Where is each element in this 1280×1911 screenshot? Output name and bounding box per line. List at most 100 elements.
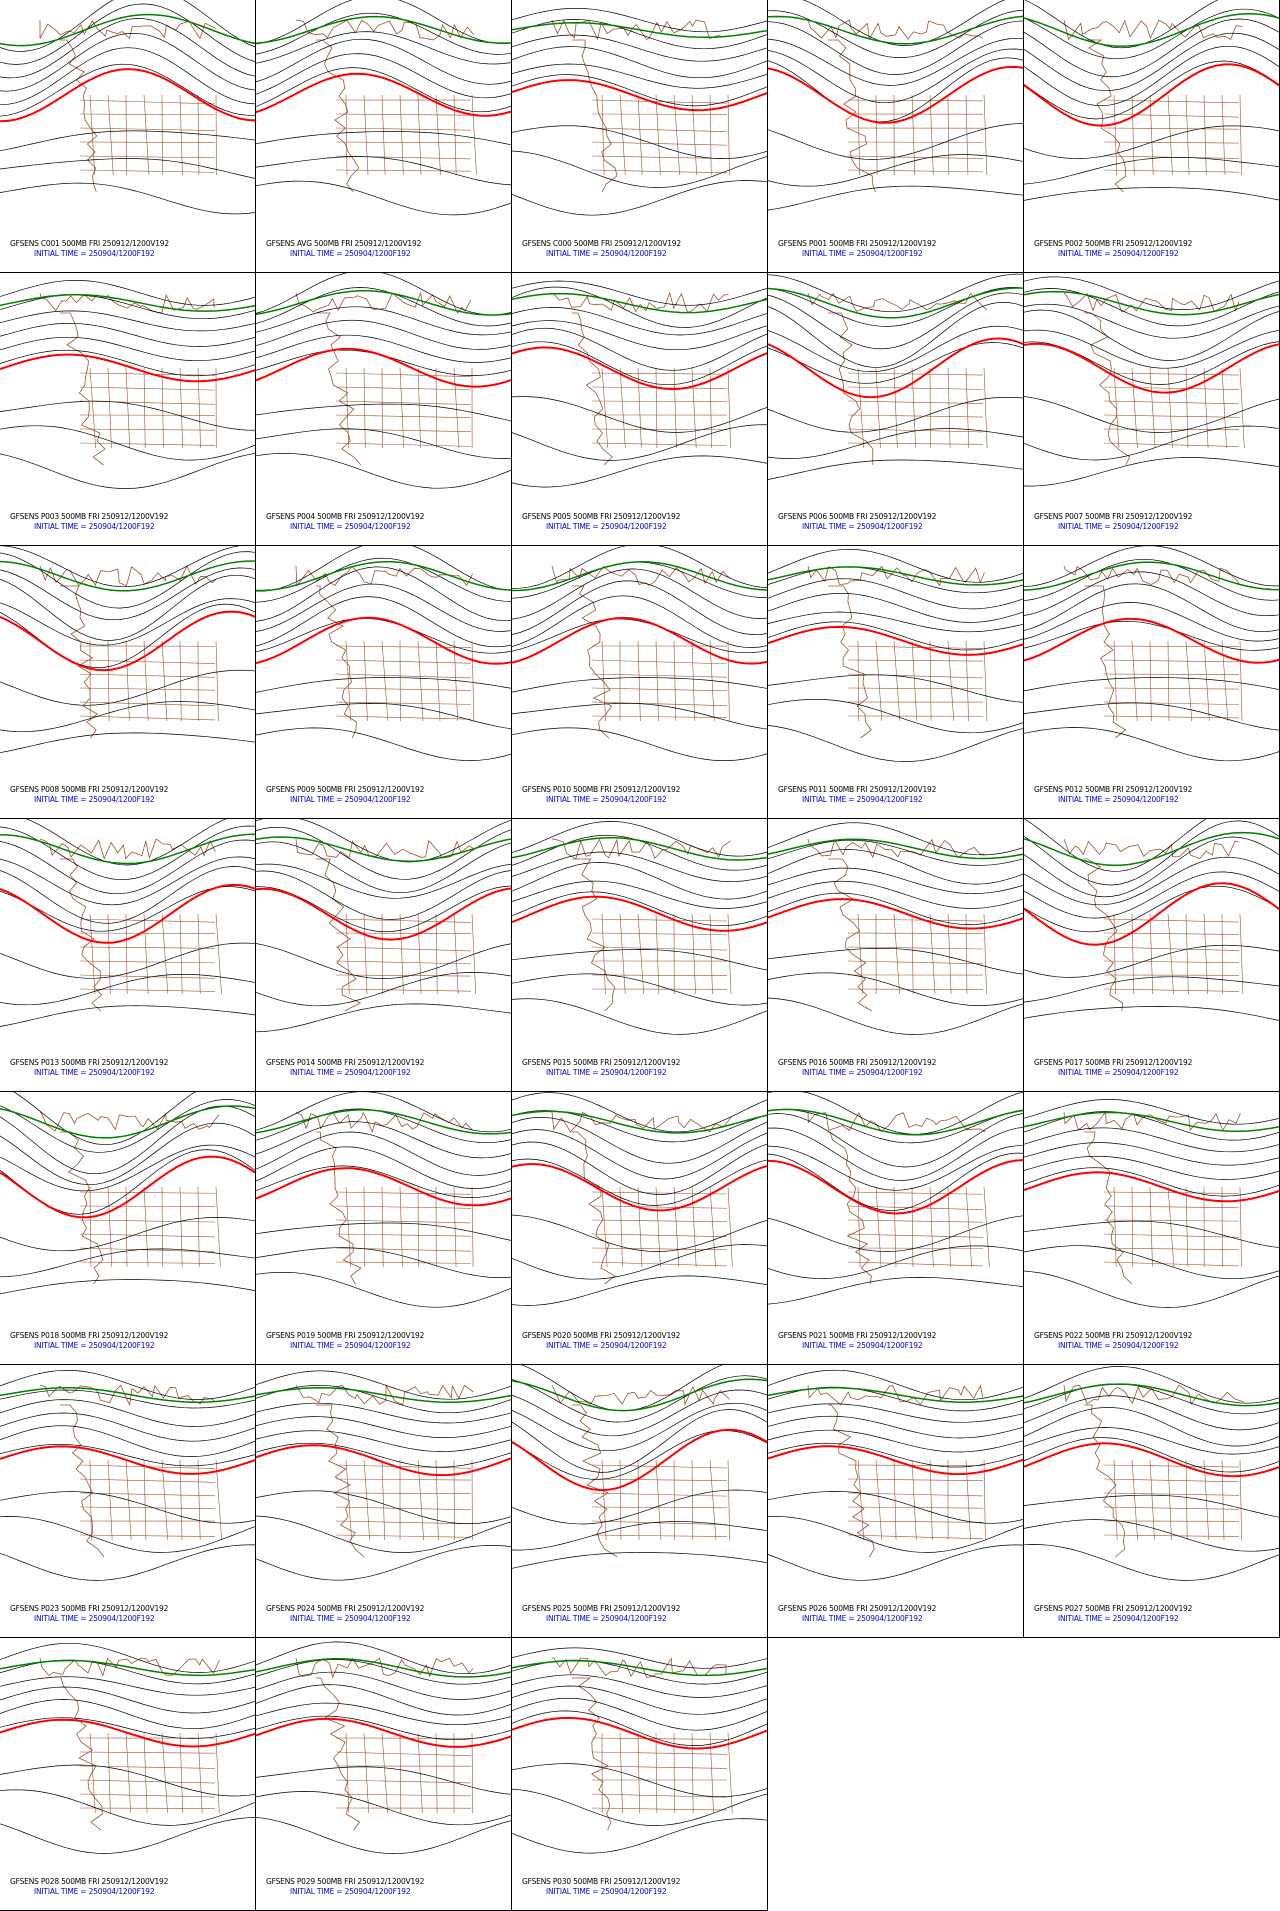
panel-init-time: INITIAL TIME = 250904/1200F192 bbox=[802, 1068, 923, 1077]
contour-576 bbox=[512, 895, 767, 932]
panel-title: GFSENS P017 500MB FRI 250912/1200V192 bbox=[1034, 1058, 1193, 1067]
border bbox=[857, 367, 864, 449]
border bbox=[79, 918, 216, 923]
map bbox=[768, 1092, 1023, 1305]
panel-title: GFSENS P025 500MB FRI 250912/1200V192 bbox=[522, 1604, 681, 1613]
contour bbox=[256, 1715, 511, 1741]
map bbox=[0, 1642, 255, 1854]
border bbox=[847, 169, 984, 173]
contour bbox=[256, 826, 511, 880]
panel-title: GFSENS P015 500MB FRI 250912/1200V192 bbox=[522, 1058, 681, 1067]
contour bbox=[768, 57, 1023, 123]
border bbox=[637, 1459, 640, 1541]
border bbox=[1185, 913, 1189, 995]
panel-title: GFSENS P005 500MB FRI 250912/1200V192 bbox=[522, 512, 681, 521]
border bbox=[335, 169, 472, 172]
map bbox=[512, 280, 767, 488]
panel-title: GFSENS P004 500MB FRI 250912/1200V192 bbox=[266, 512, 425, 521]
border bbox=[591, 1737, 728, 1740]
contour bbox=[512, 1409, 767, 1473]
contour bbox=[256, 1816, 511, 1854]
border bbox=[79, 1478, 216, 1483]
contour bbox=[768, 674, 1023, 703]
border bbox=[107, 913, 111, 995]
contour bbox=[512, 1763, 767, 1798]
contour bbox=[768, 325, 1023, 372]
contour-576 bbox=[768, 65, 1023, 124]
panel-title: GFSENS C001 500MB FRI 250912/1200V192 bbox=[10, 239, 169, 248]
contour-576 bbox=[256, 72, 511, 117]
border bbox=[335, 127, 472, 131]
border bbox=[727, 640, 730, 722]
contour bbox=[512, 1697, 767, 1731]
contour bbox=[256, 703, 511, 730]
border bbox=[363, 1186, 365, 1268]
contour bbox=[256, 403, 511, 422]
coastline bbox=[60, 1404, 105, 1558]
contour bbox=[768, 154, 1023, 187]
coastline bbox=[1084, 585, 1127, 739]
border bbox=[1103, 659, 1240, 663]
contour bbox=[0, 1491, 255, 1524]
border bbox=[709, 1459, 717, 1541]
border bbox=[335, 673, 472, 679]
border bbox=[947, 1186, 951, 1268]
border bbox=[107, 1186, 113, 1268]
panel-init-time: INITIAL TIME = 250904/1200F192 bbox=[802, 795, 923, 804]
contour bbox=[512, 1552, 767, 1569]
panel-title: GFSENS C000 500MB FRI 250912/1200V192 bbox=[522, 239, 681, 248]
border bbox=[847, 960, 984, 965]
contour bbox=[1024, 1099, 1279, 1125]
coastline bbox=[828, 1404, 875, 1558]
contour bbox=[512, 46, 767, 79]
border bbox=[435, 94, 441, 176]
contour bbox=[13, 1092, 196, 1146]
contour-552 bbox=[256, 1109, 511, 1135]
coastline bbox=[1063, 1111, 1241, 1132]
contour bbox=[256, 870, 511, 920]
coastline bbox=[572, 1131, 616, 1285]
border bbox=[179, 913, 183, 995]
border bbox=[1103, 932, 1240, 935]
border bbox=[591, 918, 728, 922]
border bbox=[893, 1186, 897, 1268]
map-panel: GFSENS P025 500MB FRI 250912/1200V192 INI… bbox=[512, 1365, 768, 1638]
map bbox=[0, 819, 255, 1027]
border bbox=[335, 141, 472, 144]
border bbox=[179, 367, 183, 449]
border bbox=[345, 640, 352, 722]
contour bbox=[256, 1003, 511, 1033]
border bbox=[929, 1459, 933, 1541]
contour bbox=[256, 334, 511, 363]
contour-576 bbox=[256, 347, 511, 388]
contour-576 bbox=[0, 353, 255, 383]
panel-title: GFSENS P010 500MB FRI 250912/1200V192 bbox=[522, 785, 681, 794]
border bbox=[143, 913, 149, 995]
border bbox=[847, 400, 984, 404]
contour bbox=[256, 428, 511, 459]
contour bbox=[256, 1222, 511, 1241]
border bbox=[335, 1205, 472, 1209]
contour-576 bbox=[512, 1163, 767, 1212]
contour bbox=[768, 867, 1023, 894]
contour bbox=[0, 1516, 255, 1553]
panel-title: GFSENS P013 500MB FRI 250912/1200V192 bbox=[10, 1058, 169, 1067]
border bbox=[875, 367, 881, 449]
contour bbox=[768, 947, 1023, 975]
map bbox=[512, 1647, 767, 1854]
border bbox=[591, 1793, 728, 1798]
map-panel: GFSENS P023 500MB FRI 250912/1200V192 INI… bbox=[0, 1365, 256, 1638]
border bbox=[107, 94, 114, 176]
border bbox=[591, 1492, 728, 1497]
panel-title: GFSENS P030 500MB FRI 250912/1200V192 bbox=[522, 1877, 681, 1886]
border bbox=[947, 367, 951, 449]
panel-init-time: INITIAL TIME = 250904/1200F192 bbox=[290, 1068, 411, 1077]
coastline bbox=[60, 39, 98, 193]
contour bbox=[1024, 1407, 1279, 1447]
border bbox=[637, 94, 643, 176]
contour bbox=[768, 611, 1023, 633]
map bbox=[512, 7, 767, 216]
panel-init-time: INITIAL TIME = 250904/1200F192 bbox=[546, 795, 667, 804]
contour bbox=[1024, 457, 1279, 487]
border bbox=[1103, 1219, 1240, 1222]
